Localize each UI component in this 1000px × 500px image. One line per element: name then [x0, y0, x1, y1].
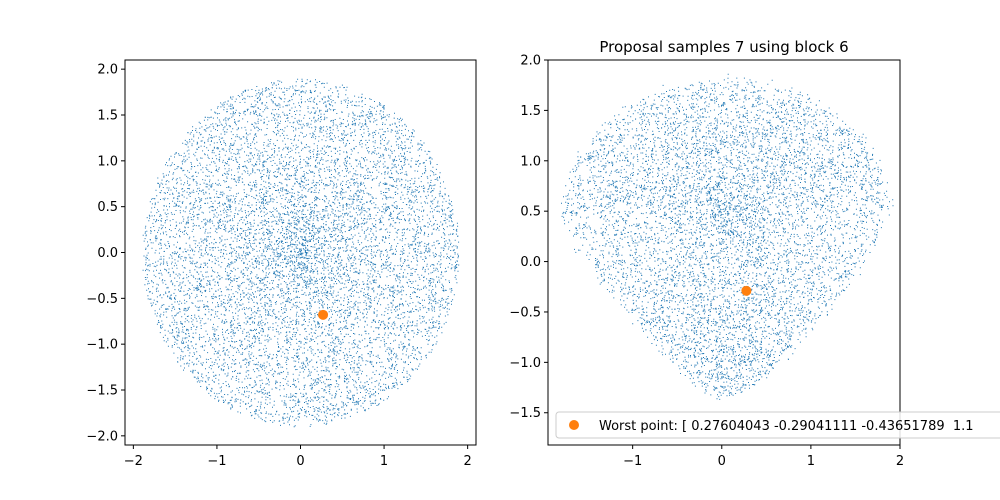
right-y-tick-label: 0.0 — [520, 255, 541, 270]
right-y-tick-label: 0.5 — [520, 205, 541, 220]
legend-box — [555, 411, 1000, 439]
right-y-tick-label: −1.0 — [509, 356, 541, 371]
left-y-tick-label: −0.5 — [86, 292, 118, 307]
left-y-tick-label: 0.0 — [97, 246, 118, 261]
left-worst-point-marker — [318, 309, 329, 320]
left-y-tick-label: −2.0 — [86, 429, 118, 444]
left-sample-cloud — [142, 78, 460, 428]
left-panel: −2 −1 0 1 2 −2.0 −1.5 −1.0 −0.5 0.0 0.5 1.0 1.5 2.0 — [86, 59, 477, 469]
right-x-tick-label: 0 — [718, 454, 726, 469]
right-panel-title: Proposal samples 7 using block 6 — [599, 38, 848, 56]
left-x-tick-label: 2 — [464, 454, 472, 469]
left-y-tick-label: 1.5 — [97, 109, 118, 124]
right-worst-point-layer — [741, 285, 752, 296]
right-y-tick-label: 2.0 — [520, 54, 541, 69]
right-y-tick-label: −1.5 — [509, 406, 541, 421]
legend: Worst point: [ 0.27604043 -0.29041111 -0… — [555, 411, 1000, 439]
legend-label: Worst point: [ 0.27604043 -0.29041111 -0… — [599, 419, 974, 434]
left-y-tick-label: −1.0 — [86, 338, 118, 353]
right-panel: Proposal samples 7 using block 6 −1 0 1 2−1… — [509, 38, 1000, 469]
right-y-tick-label: 1.0 — [520, 154, 541, 169]
left-ticks: −2 −1 0 1 2 −2.0 −1.5 −1.0 −0.5 0.0 0.5 1.0 1.5 2.0 — [86, 63, 471, 469]
legend-marker — [569, 420, 579, 430]
left-worst-point-layer — [318, 309, 329, 320]
right-x-tick-label: 2 — [896, 454, 904, 469]
left-x-tick-label: −2 — [124, 454, 143, 469]
left-y-tick-label: 2.0 — [97, 63, 118, 78]
right-sample-points — [561, 73, 894, 400]
right-y-tick-label: −0.5 — [509, 305, 541, 320]
left-x-tick-label: 1 — [380, 454, 388, 469]
right-axes-frame — [547, 59, 901, 446]
right-y-tick-label: 1.5 — [520, 104, 541, 119]
left-x-tick-label: −1 — [207, 454, 226, 469]
left-y-tick-label: 0.5 — [97, 200, 118, 215]
right-x-tick-label: −1 — [623, 454, 642, 469]
left-x-tick-label: 0 — [296, 454, 304, 469]
right-ticks: −1 0 1 2 −1.5 −1.0 −0.5 0.0 0.5 1.0 1.5 2.0 — [509, 54, 904, 470]
right-worst-point-marker — [741, 285, 752, 296]
right-sample-cloud — [561, 73, 894, 400]
left-sample-points — [142, 78, 460, 428]
right-x-tick-label: 1 — [807, 454, 815, 469]
left-y-tick-label: −1.5 — [86, 384, 118, 399]
left-y-tick-label: 1.0 — [97, 154, 118, 169]
